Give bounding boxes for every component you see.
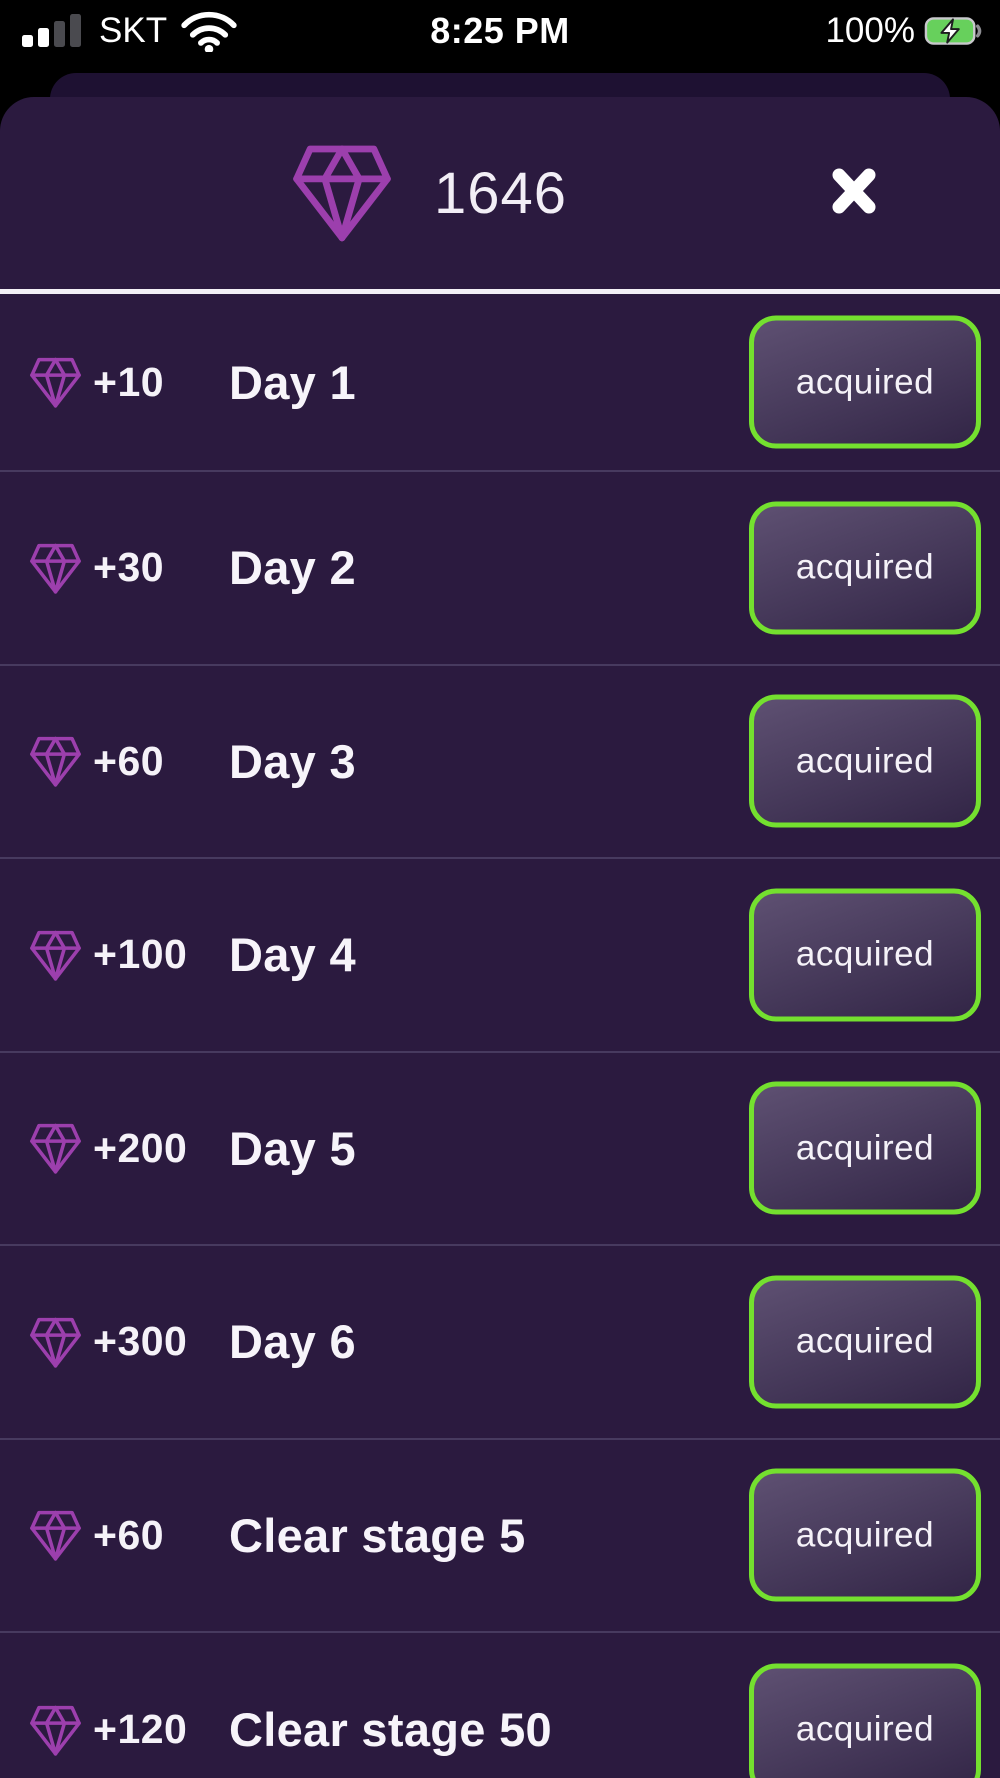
reward-label: Day 6 [229,1315,356,1369]
reward-label: Day 3 [229,734,356,788]
reward-row: +200 Day 5 acquired [0,1053,1000,1246]
reward-label: Day 2 [229,541,356,595]
acquired-button[interactable]: acquired [749,694,981,828]
gem-icon [29,1315,82,1369]
reward-label: Day 5 [229,1121,356,1175]
acquired-button[interactable]: acquired [749,1663,981,1778]
rewards-list: +10 Day 1 acquired +30 Day 2 acquired +6… [0,294,1000,1778]
gem-icon [289,141,395,243]
reward-amount: +100 [93,931,188,978]
reward-row: +30 Day 2 acquired [0,472,1000,666]
status-bar-right: 100% [825,0,982,62]
reward-amount: +60 [93,737,165,784]
gem-icon [29,355,82,409]
gem-count: 1646 [434,160,568,226]
header-divider [0,289,1000,294]
cellular-signal-icon [22,14,81,47]
reward-label: Day 4 [229,928,356,982]
acquired-button[interactable]: acquired [749,501,981,635]
close-icon [832,168,876,214]
acquired-button[interactable]: acquired [749,888,981,1022]
reward-label: Day 1 [229,355,356,409]
reward-label: Clear stage 50 [229,1703,552,1757]
close-button[interactable] [818,155,890,227]
acquired-button[interactable]: acquired [749,1081,981,1215]
clock: 8:25 PM [430,10,570,51]
gem-icon [29,1121,82,1175]
reward-amount: +60 [93,1511,165,1558]
status-bar-left: SKT [22,0,238,62]
reward-row: +100 Day 4 acquired [0,859,1000,1053]
gem-icon [29,541,82,595]
status-bar: SKT 8:25 PM 100% [0,0,1000,62]
reward-amount: +300 [93,1318,188,1365]
acquired-button[interactable]: acquired [749,1275,981,1409]
modal-header: 1646 [0,97,1000,289]
reward-row: +60 Clear stage 5 acquired [0,1440,1000,1633]
acquired-button[interactable]: acquired [749,1468,981,1602]
gem-icon [29,928,82,982]
reward-amount: +120 [93,1706,188,1753]
reward-amount: +10 [93,358,165,405]
gem-icon [29,1508,82,1562]
carrier-label: SKT [99,11,168,50]
gem-icon [29,734,82,788]
reward-amount: +30 [93,544,165,591]
reward-row: +10 Day 1 acquired [0,294,1000,472]
reward-row: +60 Day 3 acquired [0,666,1000,859]
battery-charging-icon [924,17,982,45]
reward-row: +120 Clear stage 50 acquired [0,1633,1000,1778]
wifi-icon [181,11,237,52]
battery-percent: 100% [825,11,915,50]
gem-icon [29,1703,82,1757]
reward-amount: +200 [93,1124,188,1171]
rewards-modal: 1646 +10 Day 1 acquired +30 Day 2 acquir… [0,97,1000,1778]
reward-label: Clear stage 5 [229,1508,526,1562]
reward-row: +300 Day 6 acquired [0,1246,1000,1440]
acquired-button[interactable]: acquired [749,315,981,449]
